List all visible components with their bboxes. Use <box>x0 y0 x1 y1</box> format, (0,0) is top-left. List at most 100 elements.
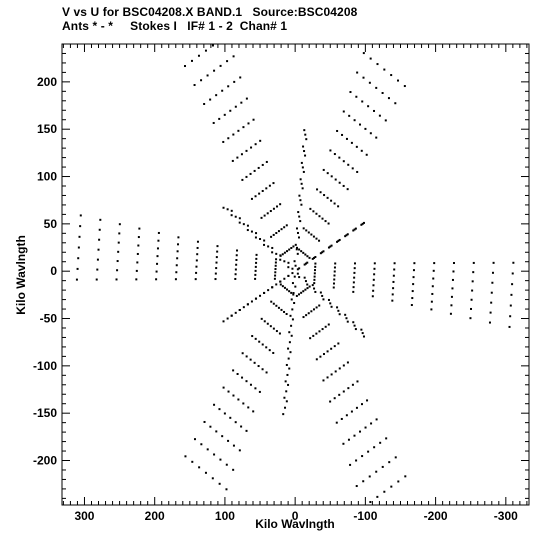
uv-point <box>265 346 268 349</box>
uv-point <box>347 438 350 441</box>
uv-point <box>234 105 237 108</box>
uv-point <box>263 320 266 323</box>
uv-point <box>235 254 238 257</box>
uv-point <box>291 308 294 311</box>
uv-point <box>306 255 309 258</box>
uv-point <box>321 251 324 254</box>
uv-point <box>326 172 329 175</box>
uv-point <box>452 262 455 265</box>
uv-point <box>470 307 473 310</box>
x-tick-label: -300 <box>494 509 518 523</box>
uv-point <box>200 79 203 82</box>
uv-point <box>177 243 180 246</box>
uv-point <box>313 272 316 275</box>
uv-point <box>274 271 277 274</box>
uv-point <box>230 209 233 212</box>
uv-point <box>274 261 277 264</box>
uv-point <box>304 253 307 256</box>
uv-point <box>296 246 299 249</box>
uv-point <box>333 266 336 269</box>
uv-point <box>238 449 241 452</box>
uv-point <box>214 272 217 275</box>
uv-point <box>330 347 333 350</box>
uv-point <box>338 367 341 370</box>
uv-point <box>383 490 386 493</box>
uv-point <box>96 268 99 271</box>
uv-point <box>302 316 305 319</box>
uv-point <box>334 178 337 181</box>
uv-point <box>303 150 306 153</box>
uv-point <box>215 256 218 259</box>
uv-point <box>327 222 330 225</box>
uv-point <box>345 317 348 320</box>
uv-point <box>204 49 207 52</box>
uv-point <box>196 253 199 256</box>
uv-point <box>279 258 282 261</box>
uv-point <box>370 422 373 425</box>
uv-point <box>254 265 257 268</box>
uv-point <box>330 373 333 376</box>
uv-point <box>225 463 228 466</box>
uv-point <box>209 98 212 101</box>
y-tick-label: -50 <box>40 312 58 326</box>
y-tick-labels: 200 150 100 50 0 -50 -100 -150 -200 <box>33 75 57 468</box>
uv-point <box>330 244 333 247</box>
uv-point <box>333 274 336 277</box>
uv-point <box>334 262 337 265</box>
uv-point <box>240 153 243 156</box>
uv-point <box>236 156 239 159</box>
uv-point <box>360 403 363 406</box>
uv-point <box>265 371 268 374</box>
uv-point <box>301 187 304 190</box>
uv-point <box>364 127 367 130</box>
uv-point <box>327 246 330 249</box>
uv-point <box>286 250 289 253</box>
uv-point <box>362 52 365 55</box>
uv-point <box>98 238 101 241</box>
uv-point <box>96 258 99 261</box>
uv-point <box>315 358 318 361</box>
uv-point <box>211 44 214 47</box>
uv-point <box>116 260 119 263</box>
uv-point <box>223 412 226 415</box>
uv-point <box>469 317 472 320</box>
uv-point <box>215 267 218 270</box>
uv-point <box>376 495 379 498</box>
uv-point <box>79 225 82 228</box>
uv-point <box>375 136 378 139</box>
uv-point <box>241 178 244 181</box>
uv-point <box>352 290 355 293</box>
uv-point <box>432 277 435 280</box>
uv-point <box>452 270 455 273</box>
uv-point <box>155 278 158 281</box>
uv-point <box>218 408 221 411</box>
uv-point <box>288 341 291 344</box>
uv-point <box>276 205 279 208</box>
uv-point <box>229 109 232 112</box>
uv-point <box>340 417 343 420</box>
uv-point <box>258 340 261 343</box>
uv-point <box>411 290 414 293</box>
uv-point <box>336 129 339 132</box>
x-tick-label: -100 <box>353 509 377 523</box>
uv-point <box>356 71 359 74</box>
uv-point <box>313 287 316 290</box>
uv-point <box>252 118 255 121</box>
plot-title: V vs U for BSC04208.X BAND.1 Source:BSC0… <box>62 5 358 19</box>
uv-point <box>273 277 276 280</box>
uv-point <box>298 215 301 218</box>
uv-point <box>191 460 194 463</box>
uv-point <box>78 235 81 238</box>
uv-point <box>271 251 274 254</box>
x-tick-label: -200 <box>424 509 448 523</box>
uv-point <box>309 337 312 340</box>
uv-point <box>490 291 493 294</box>
y-tick-label: -100 <box>33 359 57 373</box>
uv-point <box>359 430 362 433</box>
uv-point <box>296 252 299 255</box>
uv-point <box>350 410 353 413</box>
uv-point <box>232 468 235 471</box>
uv-point <box>176 257 179 260</box>
uv-point <box>261 163 264 166</box>
